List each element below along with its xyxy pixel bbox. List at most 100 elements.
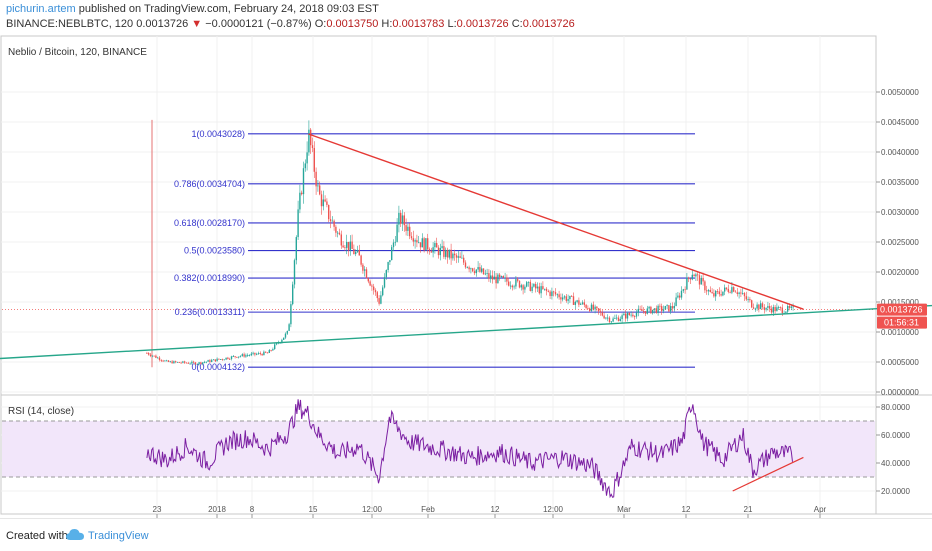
candle-body	[668, 305, 670, 312]
candle-body	[506, 277, 508, 282]
candle-body	[167, 360, 170, 362]
green-trendline[interactable]	[0, 287, 932, 367]
candle-body	[553, 291, 555, 293]
time-tick-label: 12:00	[362, 505, 383, 514]
candle-body	[486, 273, 488, 274]
footer: Created with TradingView	[0, 518, 932, 551]
candle-body	[675, 297, 677, 306]
candle-body	[718, 291, 720, 295]
price-tick-label: 0.0020000	[881, 268, 919, 277]
candle-body	[196, 363, 198, 365]
candle-body	[644, 311, 647, 314]
candle-body	[767, 306, 769, 308]
candle-body	[286, 330, 288, 334]
chart-header: pichurin.artem published on TradingView.…	[0, 0, 932, 34]
trendlines[interactable]	[0, 133, 932, 367]
candle-body	[724, 287, 726, 292]
candle-body	[709, 290, 711, 292]
candle-body	[439, 247, 441, 256]
candle-body	[425, 238, 427, 251]
candle-body	[637, 308, 639, 313]
candle-body	[585, 304, 587, 308]
rsi-plot	[2, 399, 875, 499]
candle-body	[554, 292, 557, 295]
price-axis[interactable]: 0.0050000 0.0045000 0.0040000 0.0035000 0.00…	[876, 88, 919, 397]
candle-body	[621, 315, 623, 320]
high-label: H:	[381, 18, 393, 30]
candle-body	[295, 237, 297, 261]
candle-body	[599, 311, 602, 313]
candle-body	[500, 276, 503, 277]
candle-body	[392, 242, 395, 248]
candle-body	[650, 306, 652, 314]
price-tick-label: 0.0000000	[881, 388, 919, 397]
candle-body	[495, 276, 497, 284]
candle-body	[616, 317, 618, 319]
candle-body	[409, 226, 411, 237]
candle-body	[362, 264, 364, 271]
candle-body	[335, 226, 337, 233]
time-axis[interactable]: 23 2018 8 15 12:00 Feb 12 12:00 Mar 12 21 Apr	[153, 505, 827, 518]
candle-body	[252, 352, 254, 354]
candle-body	[513, 286, 515, 288]
candle-body	[356, 249, 359, 252]
candle-body	[558, 294, 560, 298]
low-label: L:	[447, 18, 457, 30]
chart-svg[interactable]: 1(0.0043028) 0.786(0.0034704) 0.618(0.0028…	[0, 34, 932, 518]
candle-body	[394, 241, 396, 243]
candle-body	[661, 306, 663, 311]
candle-body	[149, 354, 152, 357]
author-link[interactable]: pichurin.artem	[6, 3, 76, 15]
tradingview-cloud-icon[interactable]	[66, 528, 84, 542]
candle-body	[180, 362, 182, 364]
chart-area[interactable]: 1(0.0043028) 0.786(0.0034704) 0.618(0.0028…	[0, 34, 932, 518]
candle-body	[770, 308, 773, 313]
candle-body	[538, 286, 540, 294]
candle-body	[234, 356, 236, 357]
red-trendline[interactable]	[308, 133, 804, 310]
candle-body	[679, 295, 681, 298]
candle-body	[774, 306, 776, 312]
fib-retracement[interactable]: 1(0.0043028) 0.786(0.0034704) 0.618(0.0028…	[151, 119, 695, 372]
rsi-trendline[interactable]	[732, 456, 804, 492]
candle-body	[322, 199, 324, 207]
candle-body	[171, 361, 173, 364]
candle-body	[427, 238, 429, 250]
countdown-badge	[877, 316, 927, 329]
candle-body	[578, 300, 580, 305]
candle-body	[697, 274, 699, 276]
candle-body	[297, 209, 299, 238]
candle-body	[396, 224, 398, 242]
candle-body	[700, 277, 702, 285]
candle-body	[369, 281, 371, 286]
candle-body	[745, 296, 747, 300]
candle-body	[466, 267, 468, 269]
candle-body	[634, 316, 636, 317]
candle-body	[686, 277, 688, 290]
candle-body	[380, 295, 382, 304]
candle-body	[536, 286, 539, 289]
candle-body	[509, 285, 512, 287]
candle-body	[337, 232, 339, 234]
candle-body	[418, 242, 420, 244]
candle-body	[317, 185, 319, 187]
candle-body	[229, 358, 231, 360]
candle-body	[734, 291, 737, 293]
rsi-tick-label: 20.0000	[881, 487, 910, 496]
rsi-title: RSI (14, close)	[8, 406, 74, 417]
candle-body	[715, 290, 717, 297]
candle-body	[324, 199, 326, 202]
candle-body	[452, 253, 454, 259]
rsi-axis[interactable]: 80.0000 60.0000 40.0000 20.0000	[876, 403, 910, 496]
candle-body	[499, 274, 501, 277]
tradingview-brand[interactable]: TradingView	[88, 530, 149, 542]
candle-body	[443, 246, 445, 257]
candle-body	[596, 306, 598, 309]
rsi-tick-label: 80.0000	[881, 403, 910, 412]
candle-body	[157, 357, 159, 359]
candle-body	[448, 249, 450, 258]
candle-body	[691, 274, 693, 280]
candle-body	[542, 286, 544, 290]
candle-body	[790, 306, 792, 308]
candle-body	[436, 243, 438, 248]
